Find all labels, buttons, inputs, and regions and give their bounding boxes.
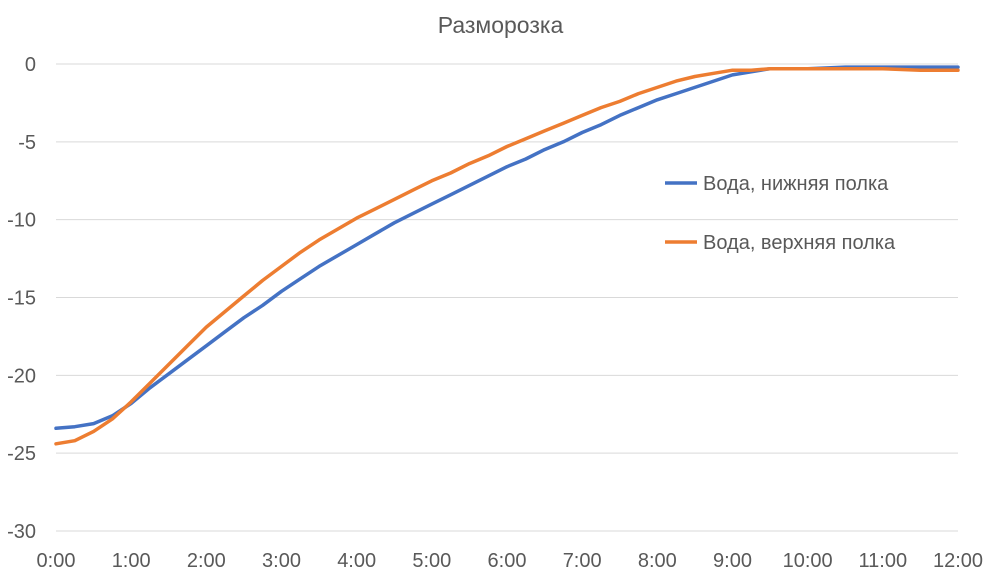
y-tick-label: -25	[7, 443, 36, 465]
y-tick-label: -30	[7, 521, 36, 543]
y-tick-label: 0	[25, 54, 36, 76]
x-tick-label: 3:00	[262, 550, 301, 572]
y-tick-label: -10	[7, 210, 36, 232]
x-tick-label: 1:00	[112, 550, 151, 572]
series-line-2	[54, 66, 960, 446]
chart-title: Разморозка	[437, 12, 564, 38]
legend-label-1: Вода, нижняя полка	[703, 173, 889, 195]
x-tick-label: 7:00	[563, 550, 602, 572]
x-tick-label: 10:00	[783, 550, 833, 572]
y-tick-label: -20	[7, 365, 36, 387]
x-tick-label: 8:00	[638, 550, 677, 572]
x-tick-label: 11:00	[859, 550, 908, 572]
y-tick-label: -15	[7, 288, 36, 310]
x-tick-label: 9:00	[713, 550, 752, 572]
legend-label-2: Вода, верхняя полка	[703, 232, 896, 254]
series-line-1	[54, 65, 960, 431]
x-tick-label: 12:00	[933, 550, 983, 572]
x-tick-label: 4:00	[337, 550, 376, 572]
x-tick-label: 0:00	[37, 550, 76, 572]
x-tick-label: 5:00	[412, 550, 451, 572]
x-tick-label: 6:00	[488, 550, 527, 572]
y-tick-label: -5	[18, 132, 36, 154]
x-tick-label: 2:00	[187, 550, 226, 572]
